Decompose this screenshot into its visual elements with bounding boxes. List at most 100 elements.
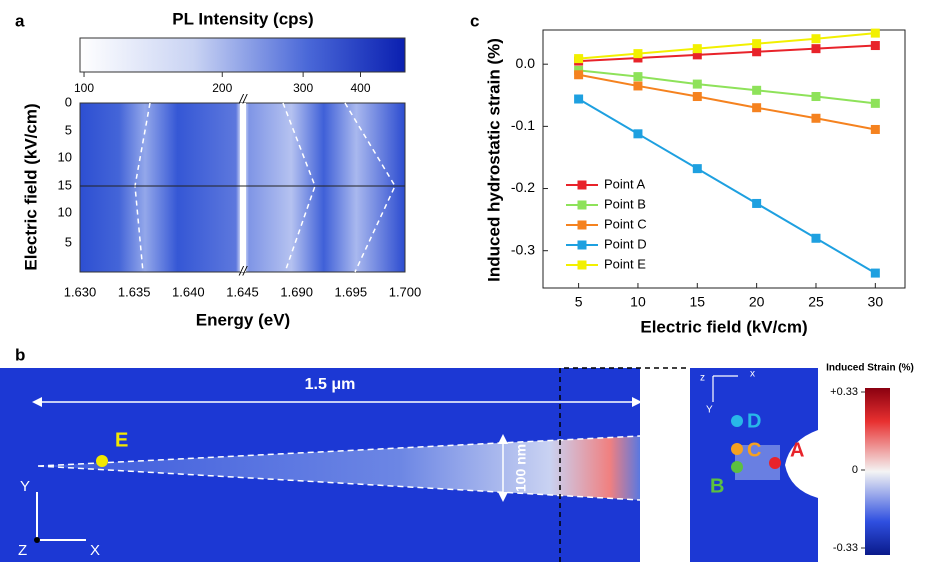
axis-letter: Y [706, 405, 713, 416]
series-line [578, 69, 876, 105]
nanowire-outline [37, 435, 641, 501]
x-axis-label: Electric field (kV/cm) [640, 317, 807, 336]
x-tick-label: 15 [690, 294, 706, 310]
marker [811, 233, 821, 243]
marker [692, 44, 702, 54]
x-tick-label: 5 [575, 294, 583, 310]
colorbar-tick-label: -0.33 [833, 542, 858, 554]
colorbar-title: PL Intensity (cps) [172, 9, 313, 28]
y-axis-label: Electric field (kV/cm) [21, 103, 40, 270]
x-tick-label: 1.635 [118, 284, 151, 299]
axis-break: // [238, 91, 248, 106]
colorbar [79, 37, 406, 73]
x-axis-label: Energy (eV) [196, 310, 290, 329]
y-tick-label: 10 [58, 149, 72, 164]
marker [633, 49, 643, 59]
axis-letter: z [700, 373, 705, 384]
marker [752, 198, 762, 208]
marker [692, 50, 702, 60]
marker [752, 39, 762, 49]
legend-marker [577, 180, 587, 190]
marker [811, 92, 821, 102]
x-tick-label: 20 [749, 294, 765, 310]
marker [574, 94, 584, 104]
point-label: D [747, 410, 761, 432]
colorbar-tick-label: 0 [852, 464, 858, 476]
marker [811, 44, 821, 54]
nanowire [38, 436, 640, 500]
series-line [578, 44, 876, 63]
point-marker [731, 461, 743, 473]
x-tick-label: 1.690 [280, 284, 313, 299]
inset-triad [712, 375, 738, 402]
point-marker [769, 457, 781, 469]
y-tick-label: -0.2 [511, 179, 535, 195]
legend-label: Point B [604, 196, 646, 211]
y-tick-label: 5 [65, 234, 72, 249]
marker [692, 92, 702, 102]
marker [752, 47, 762, 57]
y-tick-label: -0.3 [511, 241, 535, 257]
legend-marker [577, 220, 587, 230]
point-marker [731, 415, 743, 427]
x-tick-label: 1.640 [172, 284, 205, 299]
marker [870, 98, 880, 108]
axes-origin [34, 537, 40, 543]
marker [870, 41, 880, 51]
legend-label: Point A [604, 176, 646, 191]
marker [811, 34, 821, 44]
x-tick-label: 1.630 [64, 284, 97, 299]
marker [692, 79, 702, 89]
marker [633, 129, 643, 139]
marker [574, 70, 584, 80]
marker [692, 164, 702, 174]
x-tick-label: 1.700 [389, 284, 422, 299]
axes-triad [36, 492, 86, 541]
y-tick-label: 0 [65, 94, 72, 109]
y-tick-label: 5 [65, 122, 72, 137]
point-label: E [115, 429, 128, 451]
legend-label: Point E [604, 256, 646, 271]
x-tick-label: 30 [868, 294, 884, 310]
point-label: C [747, 439, 761, 461]
x-tick-label: 1.695 [335, 284, 368, 299]
y-axis-label: Induced hydrostatic strain (%) [484, 38, 503, 282]
marker [752, 85, 762, 95]
legend-marker [577, 260, 587, 270]
axis-break-strip [240, 103, 246, 272]
axis-letter: Z [18, 542, 27, 559]
point-label: A [790, 439, 804, 461]
point-label: B [710, 475, 724, 497]
marker [574, 54, 584, 64]
colorbar-title: Induced Strain (%) [826, 363, 914, 374]
axis-letter: Y [20, 478, 30, 495]
colorbar-tick-label: 100 [74, 81, 94, 95]
panel-letter: a [15, 11, 25, 30]
strain-colorbar [865, 388, 890, 555]
legend-label: Point D [604, 236, 647, 251]
marker [752, 103, 762, 113]
marker [870, 268, 880, 278]
panel-letter: c [470, 11, 479, 30]
axis-break: // [238, 263, 248, 278]
marker [811, 113, 821, 123]
x-tick-label: 10 [630, 294, 646, 310]
marker [633, 81, 643, 91]
scale-label: 1.5 μm [305, 376, 356, 393]
colorbar-tick-label: 200 [212, 81, 232, 95]
scale-bar [32, 397, 642, 502]
plot-frame [542, 29, 906, 289]
axis-letter: x [750, 369, 755, 380]
panel-letter: b [15, 345, 25, 364]
series-line [578, 73, 876, 131]
series-line [578, 32, 876, 60]
y-tick-label: 10 [58, 204, 72, 219]
zoom-box [559, 367, 690, 562]
legend-marker [577, 200, 587, 210]
x-tick-label: 1.645 [226, 284, 259, 299]
colorbar-tick-label: 400 [350, 81, 370, 95]
y-tick-label: 0.0 [516, 55, 536, 71]
